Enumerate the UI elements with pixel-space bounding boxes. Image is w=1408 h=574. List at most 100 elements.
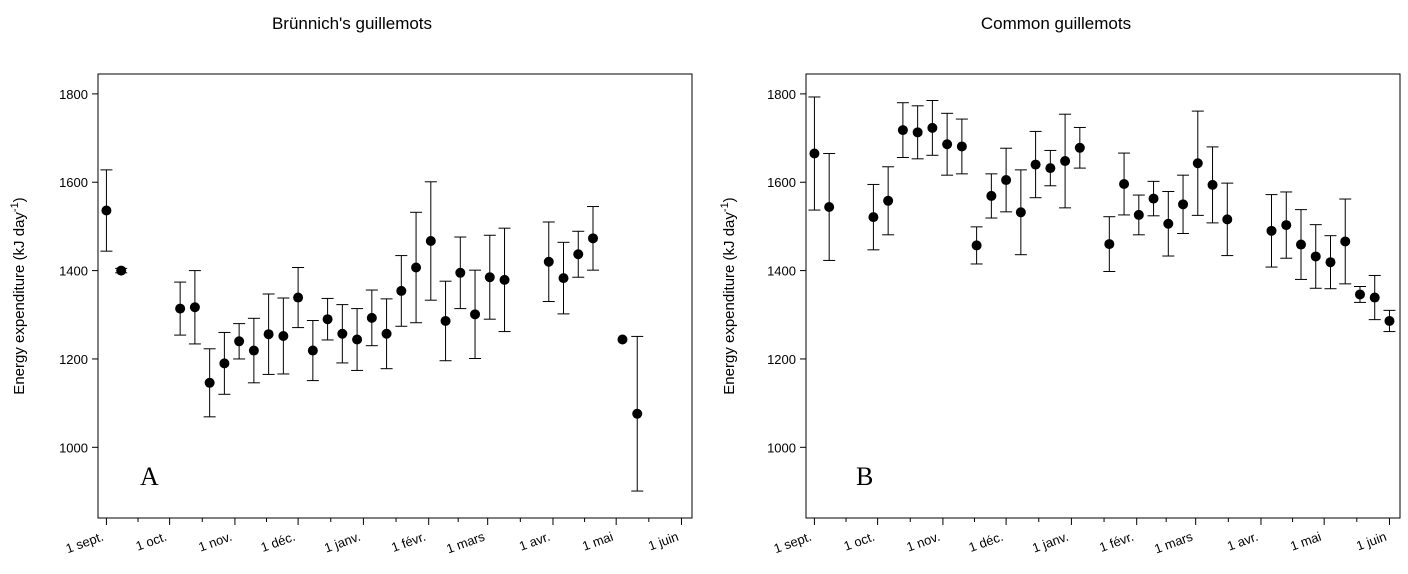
x-tick-label: 1 avr. — [1225, 529, 1260, 554]
x-tick-label: 1 nov. — [196, 529, 234, 555]
x-tick-label: 1 janv. — [1030, 529, 1070, 556]
panel-letter: A — [140, 462, 159, 491]
x-tick-label: 1 sept. — [772, 529, 814, 556]
data-point — [1192, 158, 1203, 169]
chart-panel-a: 1000 1200 1400 1600 1800 1 sept. 1 oct. 1 nov. 1… — [9, 73, 693, 557]
x-tick-label: 1 déc. — [967, 529, 1005, 555]
data-point — [1030, 159, 1041, 170]
y-tick-label: 1400 — [59, 264, 88, 279]
y-axis-label-superscript: -1 — [719, 202, 731, 212]
data-point — [956, 141, 967, 152]
y-tick-label: 1600 — [59, 175, 88, 190]
data-point — [1060, 156, 1071, 167]
data-point — [411, 262, 422, 273]
data-point — [248, 345, 259, 356]
data-point — [396, 285, 407, 296]
data-point — [366, 312, 377, 323]
x-tick-label: 1 mars — [1152, 529, 1195, 557]
plot-frame — [805, 73, 1401, 519]
data-point — [204, 377, 215, 388]
data-point — [234, 336, 245, 347]
data-point — [986, 190, 997, 201]
data-point — [484, 272, 495, 283]
data-point — [1310, 251, 1321, 262]
data-point — [1207, 179, 1218, 190]
data-point — [1045, 163, 1056, 174]
data-point — [632, 408, 643, 419]
data-point — [1015, 207, 1026, 218]
y-axis-label-end: ) — [721, 197, 738, 202]
x-tick-label: 1 janv. — [322, 529, 362, 556]
data-point — [219, 358, 230, 369]
data-point — [573, 249, 584, 260]
x-tick-label: 1 nov. — [904, 529, 942, 555]
data-point — [263, 329, 274, 340]
y-axis-label-main: Energy expenditure (kJ day — [721, 212, 738, 395]
y-axis-label-main: Energy expenditure (kJ day — [11, 212, 28, 395]
data-point — [1296, 239, 1306, 250]
y-tick-label: 1800 — [767, 87, 796, 102]
data-point — [1354, 289, 1365, 300]
chart-title-b: Common guillemots — [980, 14, 1132, 33]
data-point — [809, 148, 820, 159]
data-point — [352, 334, 363, 345]
data-point — [617, 334, 628, 345]
data-point — [1178, 199, 1189, 210]
data-point — [543, 256, 554, 267]
y-axis-label-superscript: -1 — [9, 202, 21, 212]
data-point — [307, 345, 318, 356]
data-point — [1119, 179, 1130, 190]
y-tick-label: 1000 — [767, 440, 796, 455]
data-point — [1222, 214, 1233, 225]
data-point — [278, 330, 289, 341]
data-point — [293, 292, 304, 303]
y-tick-label: 1600 — [767, 175, 796, 190]
x-tick-label: 1 avr. — [517, 529, 552, 554]
data-point — [470, 309, 481, 320]
data-point — [897, 125, 908, 136]
data-point — [189, 302, 200, 313]
panel-letter: B — [856, 462, 873, 491]
data-point — [440, 315, 451, 326]
data-point — [927, 122, 938, 133]
data-point — [1281, 220, 1292, 231]
data-point — [1266, 225, 1277, 236]
y-tick-label: 1200 — [767, 352, 796, 367]
data-point — [1163, 218, 1174, 229]
y-tick-label: 1400 — [767, 264, 796, 279]
data-point — [1148, 193, 1159, 204]
y-axis-label: Energy expenditure (kJ day-1) — [719, 197, 738, 394]
data-point — [1369, 292, 1380, 303]
data-point — [499, 274, 510, 285]
chart-title-a: Brünnich's guillemots — [271, 14, 433, 33]
data-point — [824, 201, 835, 212]
data-point — [425, 235, 436, 246]
chart-panel-b: 1000 1200 1400 1600 1800 1 sept. 1 oct. 1 nov. 1… — [719, 73, 1401, 557]
x-tick-label: 1 juin — [646, 529, 680, 554]
y-axis-label-end: ) — [11, 197, 28, 202]
data-point — [883, 195, 894, 206]
data-point — [868, 212, 879, 223]
data-point — [322, 314, 333, 325]
data-point — [1001, 175, 1012, 186]
data-point — [337, 328, 348, 339]
x-tick-label: 1 mai — [1288, 529, 1323, 554]
x-tick-label: 1 mars — [444, 529, 487, 557]
data-point — [116, 265, 127, 276]
data-point — [101, 205, 112, 216]
data-point — [381, 328, 392, 339]
data-point — [1104, 239, 1115, 250]
x-tick-label: 1 déc. — [259, 529, 297, 555]
y-tick-label: 1200 — [59, 352, 88, 367]
data-point — [971, 240, 982, 251]
y-tick-label: 1000 — [59, 440, 88, 455]
x-tick-label: 1 sept. — [64, 529, 106, 556]
x-tick-label: 1 févr. — [389, 529, 427, 555]
data-point — [1340, 236, 1351, 247]
data-point — [1074, 142, 1085, 153]
x-tick-label: 1 oct. — [842, 529, 877, 554]
data-point — [912, 127, 923, 138]
y-tick-label: 1800 — [59, 87, 88, 102]
x-tick-label: 1 mai — [580, 529, 615, 554]
